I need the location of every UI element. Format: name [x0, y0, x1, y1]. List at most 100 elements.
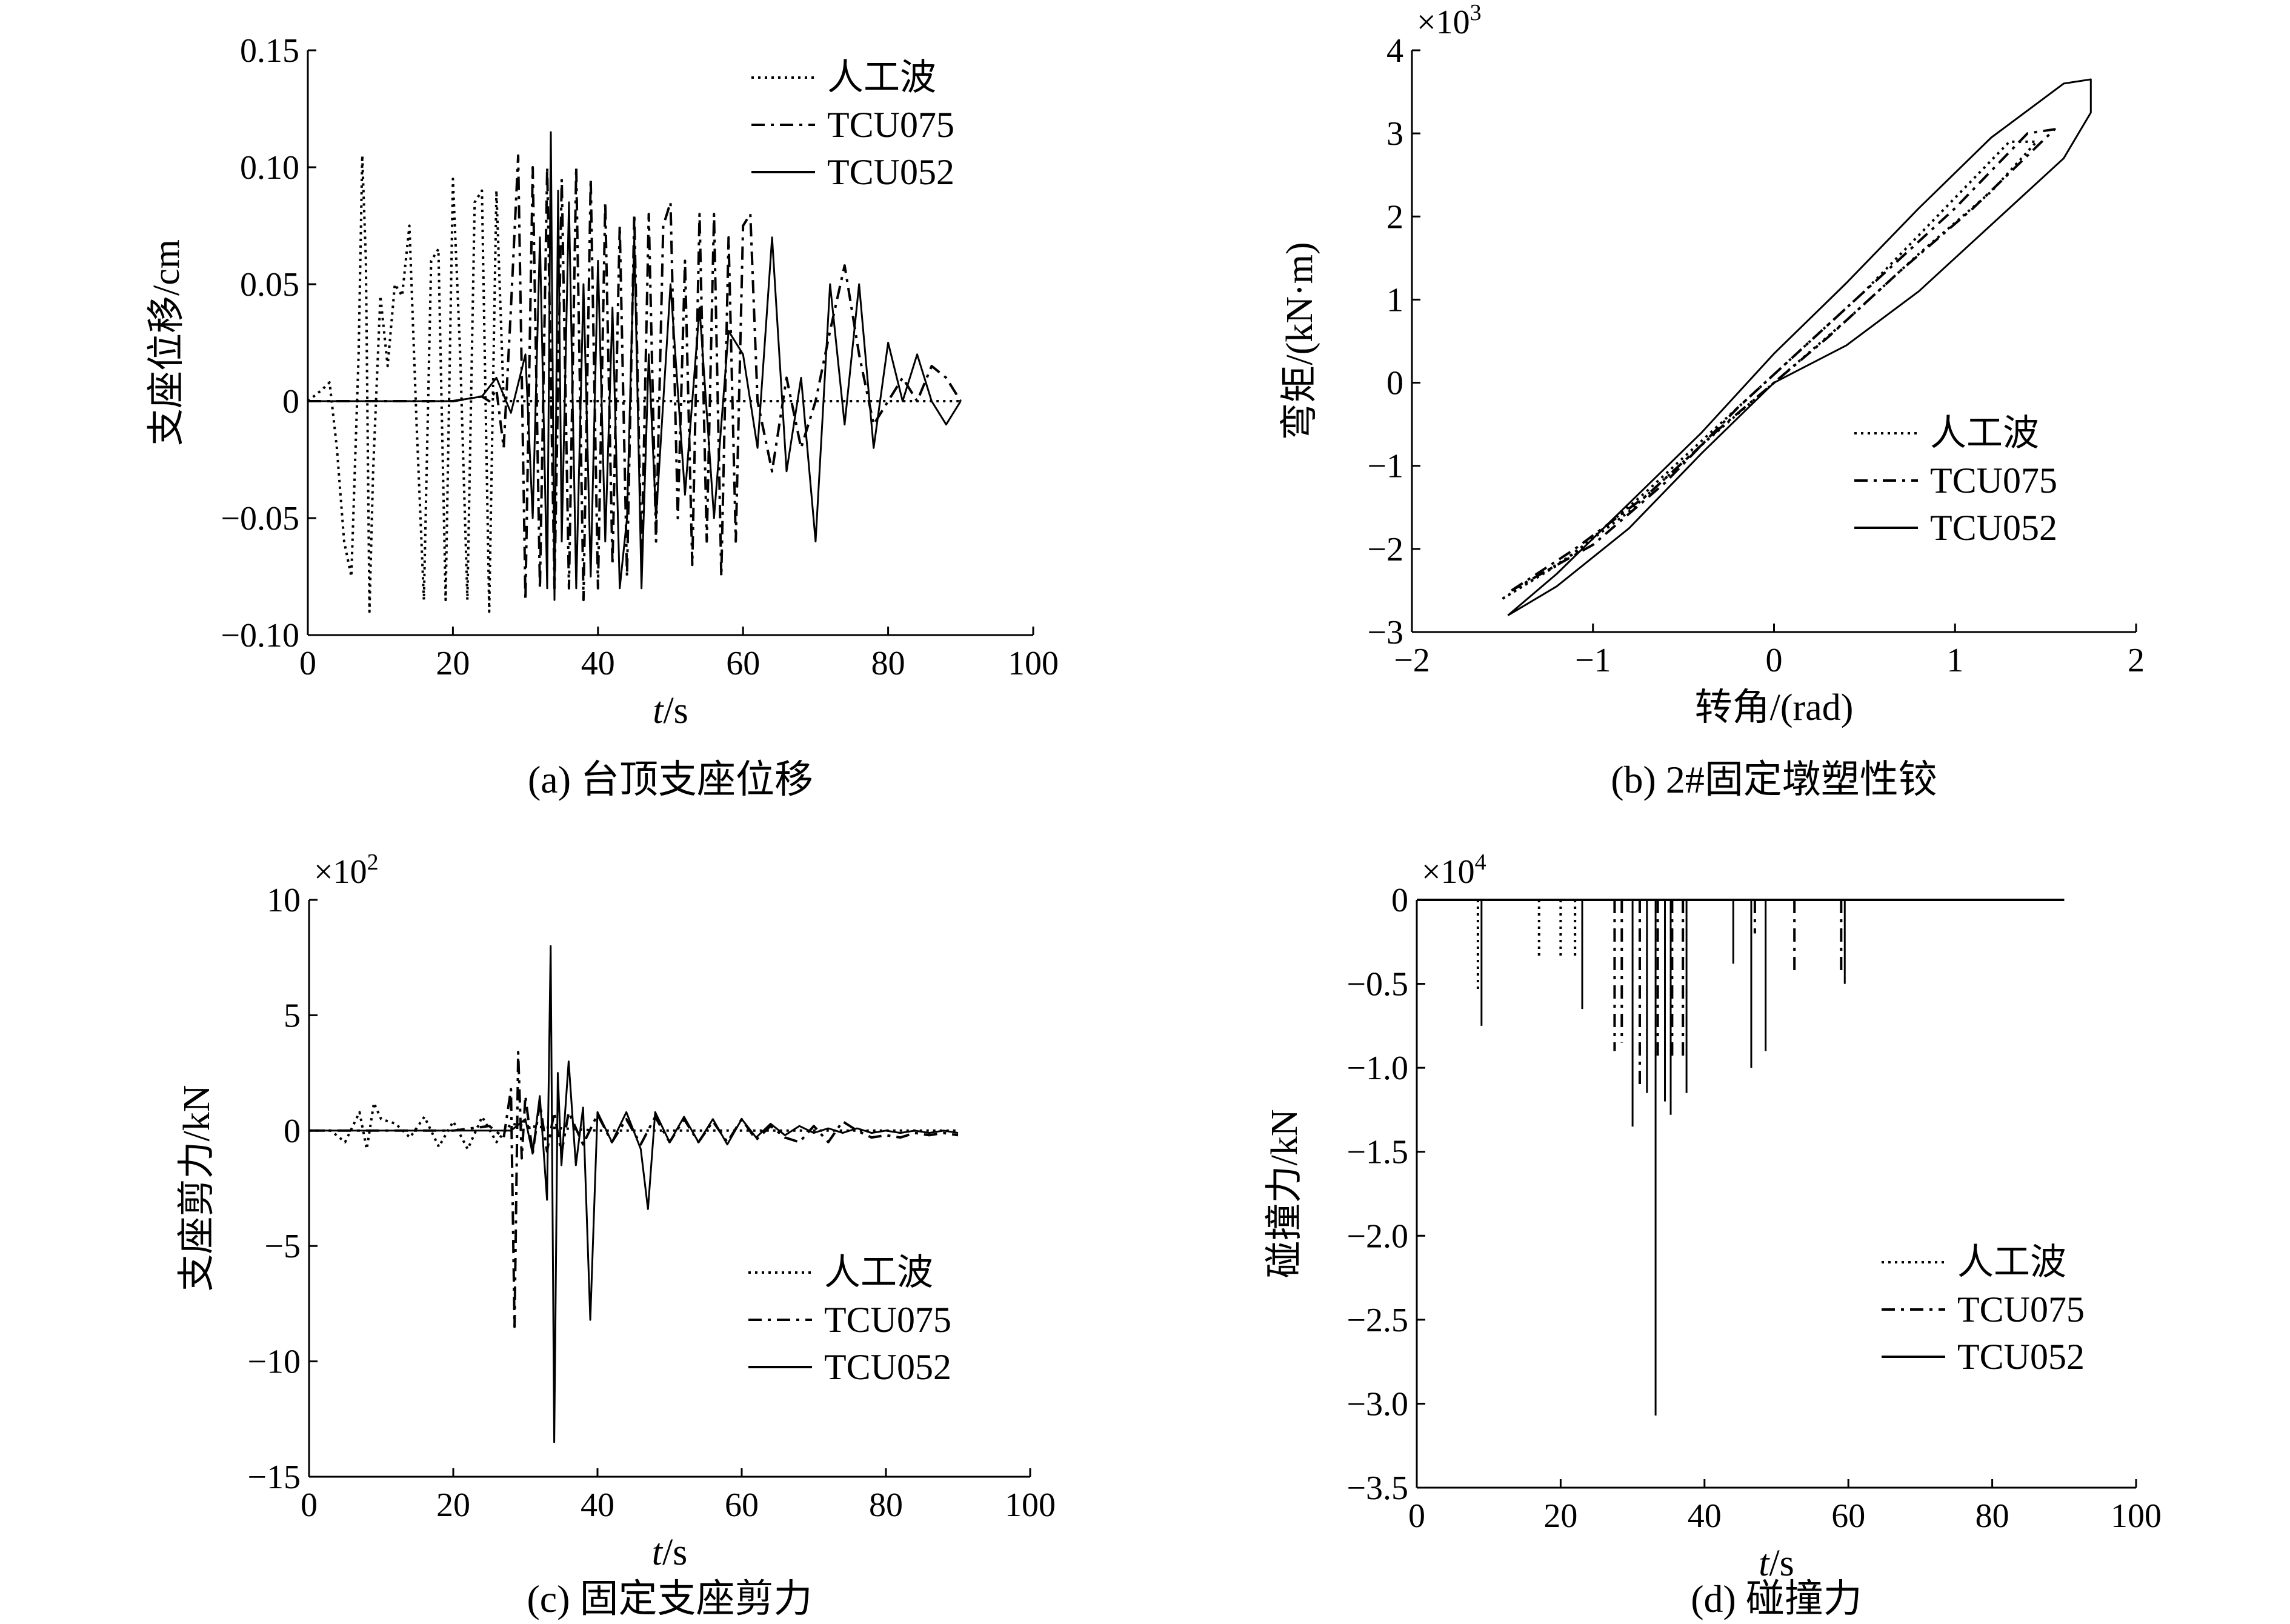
legend-label-2: TCU052	[1957, 1337, 2085, 1377]
legend: 人工波 TCU075 TCU052	[751, 58, 954, 192]
x-tick-label: 80	[869, 1486, 903, 1524]
y-axis-label: 碰撞力/kN	[1264, 1109, 1305, 1278]
series-2-line	[1507, 78, 2092, 616]
y-tick-label: 0.10	[240, 149, 299, 187]
legend: 人工波 TCU075 TCU052	[748, 1253, 951, 1387]
y-tick-label: −0.05	[221, 500, 299, 537]
legend-label-2: TCU052	[1930, 508, 2057, 548]
x-tick-label: 40	[581, 645, 615, 682]
y-axis-label: 弯矩/(kN·m)	[1279, 242, 1320, 440]
x-axis-label: t/s	[1759, 1543, 1794, 1584]
multiplier-exponent: 2	[367, 850, 379, 875]
legend-label-1: TCU075	[827, 105, 954, 145]
y-tick-label: 5	[284, 997, 301, 1034]
legend: 人工波 TCU075 TCU052	[1882, 1242, 2085, 1377]
plot-area	[1502, 78, 2092, 616]
x-tick-label: 100	[1008, 645, 1059, 682]
legend: 人工波 TCU075 TCU052	[1854, 413, 2057, 548]
x-axis-label-italic: t	[652, 1532, 664, 1573]
y-tick-label: 2	[1386, 198, 1403, 236]
y-tick-label: −3	[1367, 614, 1403, 651]
multiplier-base: ×10	[1417, 4, 1470, 41]
y-tick-label: 1	[1386, 281, 1403, 319]
x-tick-label: 0	[1766, 642, 1783, 679]
x-tick-label: 80	[1975, 1497, 2009, 1535]
y-tick-label: −0.5	[1346, 966, 1408, 1003]
y-tick-label: −15	[247, 1459, 301, 1496]
x-tick-label: 80	[871, 645, 905, 682]
y-tick-label: −1.0	[1346, 1050, 1408, 1087]
legend-label-1: TCU075	[824, 1300, 951, 1340]
axis-multiplier: ×103	[1417, 0, 1482, 41]
y-tick-label: −3.5	[1346, 1469, 1408, 1507]
y-tick-label: −10	[247, 1343, 301, 1381]
x-axis-label-unit: /s	[663, 690, 688, 731]
x-tick-label: 0	[299, 645, 316, 682]
y-tick-label: −1.5	[1346, 1134, 1408, 1171]
y-tick-label: −3.0	[1346, 1385, 1408, 1423]
x-tick-label: 0	[1408, 1497, 1425, 1535]
y-tick-label: −1	[1367, 448, 1403, 485]
x-tick-label: 60	[726, 645, 760, 682]
legend-label-1: TCU075	[1957, 1290, 2085, 1329]
legend-label-0: 人工波	[1957, 1242, 2066, 1282]
y-tick-label: −5	[264, 1228, 301, 1265]
y-tick-label: 0	[1391, 882, 1408, 919]
series-2-line	[308, 131, 962, 601]
x-tick-label: 100	[1005, 1486, 1056, 1524]
multiplier-exponent: 4	[1475, 850, 1486, 875]
x-axis-label-italic: t	[1759, 1543, 1770, 1584]
y-tick-label: 0	[1386, 365, 1403, 402]
plot-area	[307, 131, 962, 613]
legend-label-2: TCU052	[824, 1347, 951, 1387]
x-axis-label: 转角/(rad)	[1695, 687, 1854, 728]
x-axis-label: t/s	[652, 1532, 688, 1573]
x-tick-label: −1	[1575, 642, 1611, 679]
axis-multiplier: ×104	[1422, 850, 1486, 891]
chart-b: −2 −1 0 1 243210−1−2−3×103转角/(rad)弯矩/(kN·m)(…	[1279, 0, 2145, 801]
x-tick-label: 0	[301, 1486, 318, 1524]
x-tick-label: 1	[1946, 642, 1963, 679]
series-1-line	[308, 154, 962, 602]
y-tick-label: −2.5	[1346, 1302, 1408, 1339]
x-tick-label: 20	[1543, 1497, 1577, 1535]
y-tick-label: 0.05	[240, 266, 299, 304]
y-tick-label: 10	[267, 882, 301, 919]
legend-label-1: TCU075	[1930, 461, 2057, 501]
multiplier-exponent: 3	[1470, 0, 1482, 25]
multiplier-base: ×10	[1422, 853, 1475, 891]
y-tick-label: 3	[1386, 115, 1403, 153]
x-tick-label: −2	[1394, 642, 1430, 679]
series-0-line	[309, 1102, 958, 1151]
axis-multiplier: ×102	[314, 850, 379, 891]
subfigure-caption: (a) 台顶支座位移	[528, 758, 813, 801]
x-axis-label-unit: /s	[662, 1532, 687, 1573]
y-axis-label: 支座位移/cm	[146, 239, 187, 446]
x-tick-label: 60	[1831, 1497, 1865, 1535]
legend-label-0: 人工波	[827, 58, 936, 98]
x-tick-label: 20	[436, 1486, 470, 1524]
subfigure-caption: (b) 2#固定墩塑性铰	[1611, 758, 1937, 801]
x-tick-label: 60	[725, 1486, 759, 1524]
y-tick-label: 0	[284, 1113, 301, 1150]
y-tick-label: −2.0	[1346, 1217, 1408, 1255]
x-axis-label-italic: t	[653, 690, 664, 731]
x-tick-label: 100	[2111, 1497, 2162, 1535]
plot-area	[309, 945, 959, 1443]
x-axis-label-unit: /s	[1769, 1543, 1794, 1584]
x-tick-label: 20	[436, 645, 470, 682]
y-tick-label: −2	[1367, 531, 1403, 568]
chart-a: 0 20 40 60 80 100 0.15 0.10 0.05 0 −0.05 −0.10 t/s 支座…	[146, 32, 1059, 801]
y-tick-label: 4	[1386, 32, 1403, 70]
subfigure-caption: (c) 固定支座剪力	[527, 1577, 812, 1620]
chart-d: 0 20 40 60 80 100 0 −0.5 −1.0 −1.5 −2.0 −2.5 −3.0 −3.…	[1264, 850, 2162, 1620]
x-axis-label: t/s	[653, 690, 688, 731]
y-axis-label: 支座剪力/kN	[176, 1085, 218, 1291]
y-tick-label: 0.15	[240, 32, 299, 70]
chart-c: 0 20 40 60 80 100 10 5 0 −5 −10 −15 ×102 t/s 支座剪力/kN (c…	[176, 850, 1056, 1620]
x-tick-label: 40	[1688, 1497, 1722, 1535]
x-tick-label: 2	[2128, 642, 2145, 679]
x-tick-label: 40	[581, 1486, 614, 1524]
legend-label-0: 人工波	[1930, 413, 2039, 453]
